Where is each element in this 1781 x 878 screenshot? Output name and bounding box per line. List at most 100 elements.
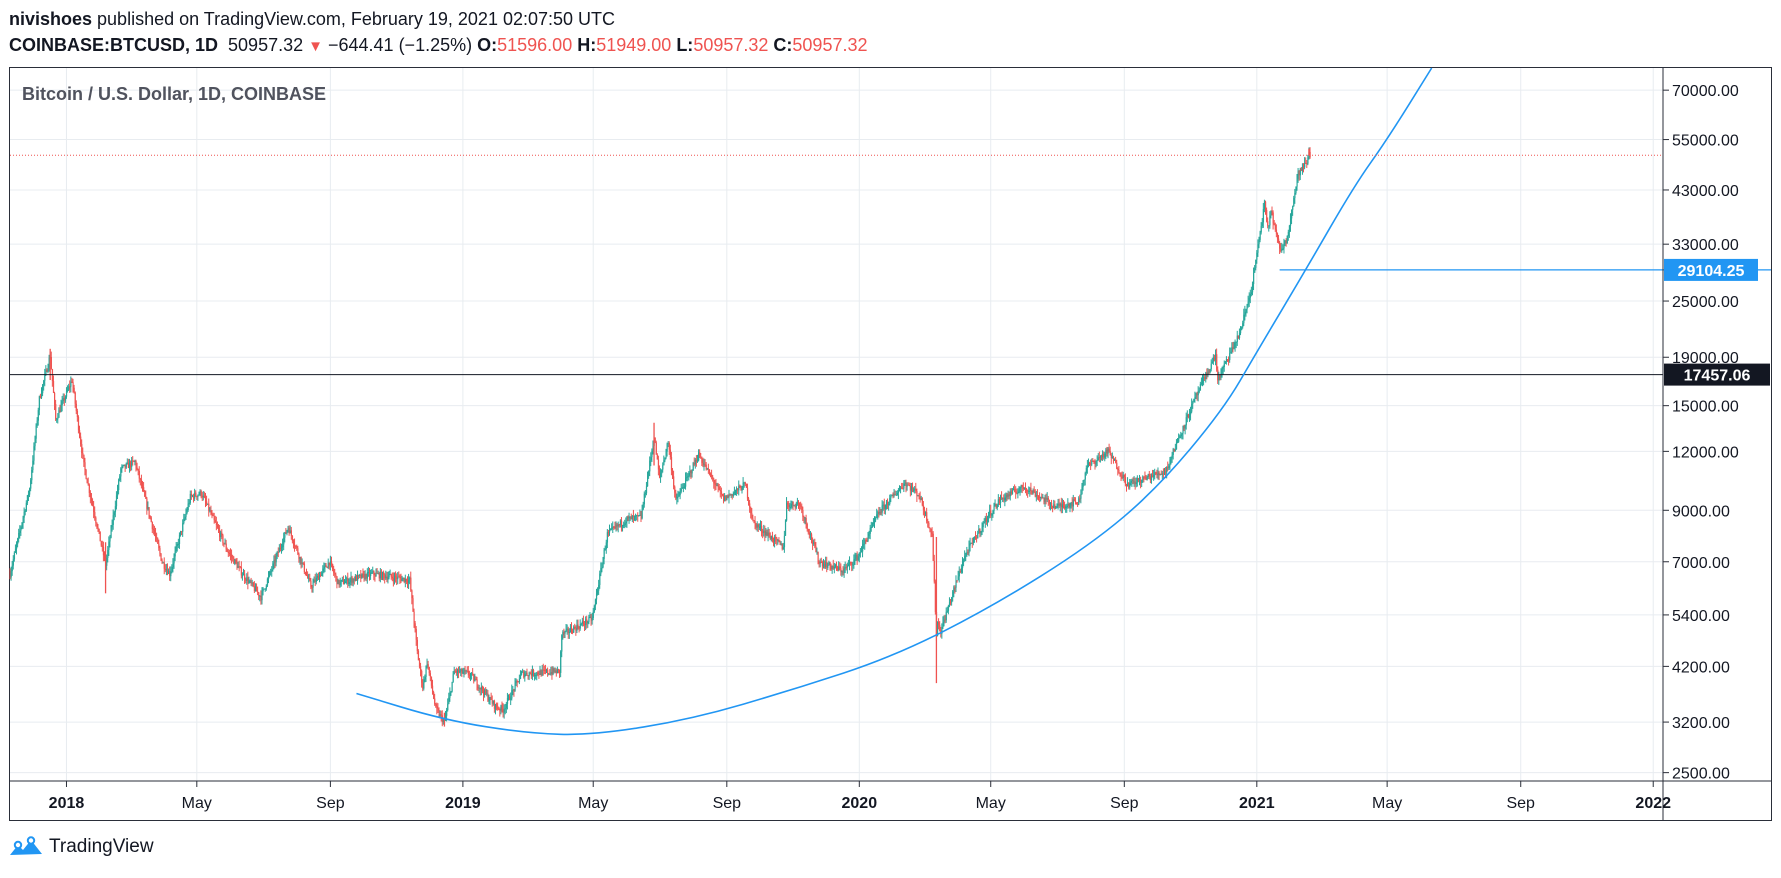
candle-body (669, 449, 672, 458)
candle-body (1133, 481, 1135, 483)
candle-body (879, 512, 881, 514)
candle-body (1247, 301, 1249, 306)
candle-body (276, 552, 278, 557)
candle-body (666, 444, 668, 452)
candle-body (920, 498, 922, 500)
tradingview-logo-icon (10, 836, 42, 855)
candle-body (542, 669, 544, 671)
candle-body (989, 510, 991, 516)
candle-body (575, 627, 577, 631)
candle-body (528, 672, 530, 677)
candle-body (1123, 474, 1126, 478)
candle-body (1062, 504, 1065, 507)
candle-body (124, 464, 126, 468)
candle-body (115, 495, 118, 507)
candle-body (489, 697, 491, 701)
candle-body (1225, 359, 1228, 362)
candle-body (1255, 259, 1257, 268)
candle-body (1079, 498, 1081, 500)
candle-body (1158, 472, 1160, 475)
candle-body (454, 670, 456, 672)
candle-body (180, 531, 182, 536)
candle-body (777, 539, 779, 541)
candle-body (521, 671, 523, 675)
candle-body (223, 542, 225, 544)
target-price-tag (1664, 258, 1758, 281)
candle-body (996, 504, 998, 508)
candle-body (1036, 495, 1039, 497)
candle-body (783, 535, 786, 548)
candle-body (247, 577, 249, 584)
candle-body (291, 535, 294, 541)
candle-body (1168, 465, 1170, 468)
candle-body (422, 682, 424, 689)
candle-body (241, 575, 244, 577)
candle-body (1155, 472, 1157, 474)
candle-body (1140, 479, 1142, 483)
candle-body (446, 710, 448, 716)
candle-body (143, 487, 145, 491)
candle-body (995, 503, 997, 508)
candle-body (556, 669, 559, 674)
candle-body (624, 523, 626, 525)
candle-body (1105, 449, 1107, 454)
candle-body (296, 546, 298, 549)
candle-body (510, 698, 512, 700)
candle-body (1251, 284, 1254, 293)
candle-body (700, 457, 702, 459)
candle-body (290, 530, 292, 536)
candle-body (1248, 297, 1250, 302)
candle-body (1223, 363, 1225, 367)
candle-body (737, 488, 739, 491)
candle-body (254, 586, 257, 591)
candle-body (1117, 468, 1119, 470)
candle-body (934, 581, 937, 613)
candle-body (142, 485, 144, 488)
candle-body (325, 565, 327, 568)
candle-body (250, 580, 252, 584)
candle-body (487, 693, 489, 701)
candle-body (1191, 403, 1193, 412)
candle-body (643, 493, 645, 505)
candle-body (186, 510, 188, 513)
candle-body (383, 572, 385, 575)
candle-body (1307, 157, 1309, 164)
candle-body (826, 562, 828, 568)
candle-body (377, 573, 379, 575)
time-tick-label: Sep (316, 795, 345, 812)
candle-body (765, 532, 767, 536)
grid-lines (10, 68, 1663, 781)
candle-body (475, 679, 477, 681)
candle-body (593, 605, 596, 612)
candle-body (947, 606, 950, 611)
candle-body (1295, 186, 1297, 193)
candle-body (1279, 242, 1281, 249)
candle-body (1045, 497, 1047, 500)
candle-body (123, 464, 125, 466)
candle-body (1129, 482, 1131, 488)
candle-body (301, 562, 303, 564)
tradingview-footer[interactable]: TradingView (9, 836, 154, 858)
candle-body (181, 531, 183, 533)
candle-body (986, 516, 989, 522)
candle-body (171, 567, 173, 572)
candle-body (162, 562, 164, 564)
candle-body (952, 591, 954, 598)
candle-body (755, 523, 757, 528)
candle-body (584, 624, 586, 626)
last-price: 50957.32 (228, 35, 304, 55)
candle-body (98, 528, 100, 532)
candle-body (1003, 497, 1005, 501)
candle-body (926, 512, 928, 522)
candle-body (1092, 460, 1094, 462)
candle-body (1108, 448, 1110, 452)
candle-body (19, 530, 21, 533)
candle-body (1229, 353, 1231, 360)
candle-body (1234, 342, 1236, 348)
candle-body (1292, 206, 1294, 210)
candle-body (1305, 162, 1307, 164)
candle-body (245, 579, 247, 581)
chart-frame[interactable] (9, 67, 1772, 821)
candle-body (128, 462, 131, 469)
